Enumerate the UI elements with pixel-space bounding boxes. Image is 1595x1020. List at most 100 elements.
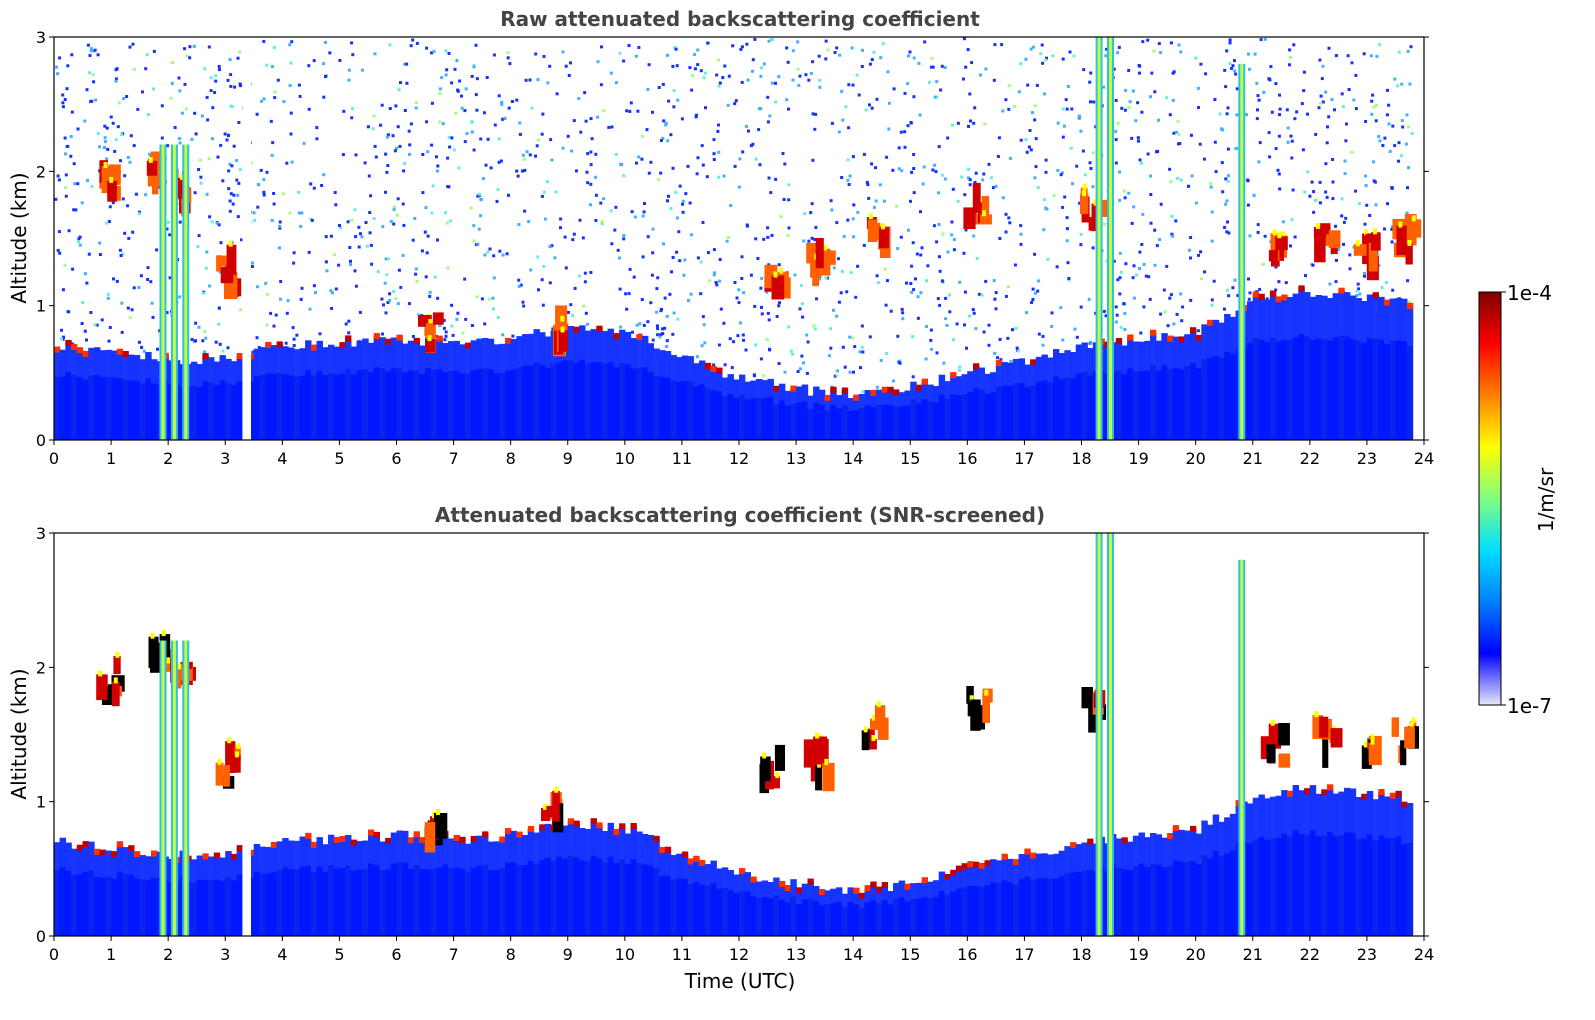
noise-pixel bbox=[1258, 141, 1262, 145]
boundary-layer-edge bbox=[1275, 299, 1282, 342]
noise-pixel bbox=[1325, 141, 1329, 145]
boundary-layer-column bbox=[1218, 322, 1225, 440]
boundary-layer-edge bbox=[670, 855, 677, 880]
boundary-layer-edge bbox=[1115, 341, 1123, 371]
boundary-layer-edge bbox=[505, 831, 512, 863]
boundary-layer-edge bbox=[990, 859, 997, 883]
boundary-layer-column bbox=[1355, 298, 1362, 440]
boundary-layer-column bbox=[1401, 298, 1408, 440]
noise-pixel bbox=[1363, 222, 1367, 226]
noise-pixel bbox=[478, 192, 481, 196]
noise-pixel bbox=[213, 91, 217, 94]
noise-pixel bbox=[228, 162, 232, 166]
cloud-top-pixel bbox=[122, 351, 129, 357]
boundary-layer-column bbox=[904, 390, 911, 440]
noise-pixel bbox=[351, 53, 355, 57]
noise-pixel bbox=[1370, 99, 1374, 103]
cloud-pixel bbox=[966, 686, 974, 704]
noise-pixel bbox=[523, 168, 527, 172]
boundary-layer-column bbox=[1041, 853, 1048, 936]
noise-pixel bbox=[324, 260, 328, 264]
noise-pixel bbox=[932, 224, 936, 228]
noise-pixel bbox=[937, 191, 941, 195]
boundary-layer-edge bbox=[310, 844, 318, 873]
cloud-top-pixel bbox=[1167, 335, 1174, 342]
noise-pixel bbox=[609, 209, 613, 213]
noise-pixel bbox=[935, 351, 939, 355]
boundary-layer-column bbox=[727, 374, 734, 440]
noise-pixel bbox=[846, 178, 850, 182]
boundary-layer-column bbox=[368, 832, 375, 936]
noise-pixel bbox=[177, 76, 181, 80]
noise-pixel bbox=[1331, 197, 1335, 201]
noise-pixel bbox=[1118, 292, 1122, 296]
noise-pixel bbox=[676, 98, 680, 102]
boundary-layer-edge bbox=[584, 829, 592, 862]
boundary-layer-column bbox=[99, 852, 106, 936]
noise-pixel bbox=[712, 248, 716, 252]
noise-pixel bbox=[371, 127, 375, 131]
noise-pixel bbox=[507, 193, 510, 197]
noise-pixel bbox=[718, 81, 722, 85]
precipitation-core bbox=[1097, 533, 1101, 936]
noise-pixel bbox=[1068, 50, 1072, 54]
boundary-layer-column bbox=[744, 381, 751, 440]
noise-pixel bbox=[1033, 291, 1037, 295]
noise-pixel bbox=[912, 153, 916, 156]
noise-pixel bbox=[1268, 155, 1272, 159]
cloud-top-pixel bbox=[1115, 338, 1123, 344]
boundary-layer-column bbox=[550, 827, 557, 936]
noise-pixel bbox=[385, 170, 389, 174]
cloud-pixel bbox=[107, 180, 117, 202]
noise-pixel bbox=[889, 309, 893, 313]
noise-pixel bbox=[575, 169, 578, 173]
cloud-pixel bbox=[1405, 244, 1413, 265]
noise-pixel bbox=[1172, 322, 1176, 326]
noise-pixel bbox=[1233, 278, 1237, 282]
boundary-layer-column bbox=[1167, 338, 1174, 440]
cloud-edge-pixel bbox=[817, 761, 822, 768]
cloud-pixel bbox=[815, 765, 822, 791]
boundary-layer-column bbox=[208, 856, 215, 936]
boundary-layer-edge bbox=[419, 345, 426, 374]
noise-pixel bbox=[940, 279, 944, 283]
noise-pixel bbox=[1179, 178, 1183, 182]
noise-pixel bbox=[723, 64, 727, 68]
noise-pixel bbox=[368, 231, 372, 235]
noise-pixel bbox=[1319, 101, 1323, 105]
noise-pixel bbox=[113, 149, 117, 153]
boundary-layer-column bbox=[419, 345, 426, 440]
noise-pixel bbox=[272, 46, 276, 49]
boundary-layer-edge bbox=[1332, 293, 1339, 338]
noise-pixel bbox=[372, 114, 376, 118]
noise-pixel bbox=[137, 340, 141, 344]
boundary-layer-edge bbox=[784, 390, 791, 406]
boundary-layer-column bbox=[259, 846, 266, 936]
noise-pixel bbox=[109, 115, 113, 119]
noise-pixel bbox=[815, 297, 818, 301]
noise-pixel bbox=[666, 199, 669, 203]
noise-pixel bbox=[1064, 98, 1068, 102]
noise-pixel bbox=[136, 107, 140, 111]
noise-pixel bbox=[675, 64, 679, 68]
noise-pixel bbox=[561, 50, 565, 54]
noise-pixel bbox=[1124, 88, 1127, 92]
boundary-layer-column bbox=[522, 334, 529, 440]
x-tick-label: 10 bbox=[615, 449, 635, 468]
boundary-layer-column bbox=[1298, 790, 1305, 936]
noise-pixel bbox=[61, 101, 65, 105]
boundary-layer-edge bbox=[767, 882, 774, 899]
boundary-layer-column bbox=[1007, 858, 1014, 936]
noise-pixel bbox=[292, 251, 296, 255]
noise-pixel bbox=[178, 89, 182, 93]
noise-pixel bbox=[198, 158, 202, 162]
cloud-top-pixel bbox=[784, 885, 791, 891]
boundary-layer-edge bbox=[573, 823, 580, 858]
noise-pixel bbox=[510, 100, 514, 103]
noise-pixel bbox=[1042, 198, 1046, 202]
top-panel-title: Raw attenuated backscattering coefficien… bbox=[500, 7, 980, 31]
boundary-layer-edge bbox=[1207, 322, 1214, 358]
noise-pixel bbox=[320, 184, 324, 187]
boundary-layer-edge bbox=[145, 352, 152, 379]
boundary-layer-edge bbox=[442, 833, 449, 865]
